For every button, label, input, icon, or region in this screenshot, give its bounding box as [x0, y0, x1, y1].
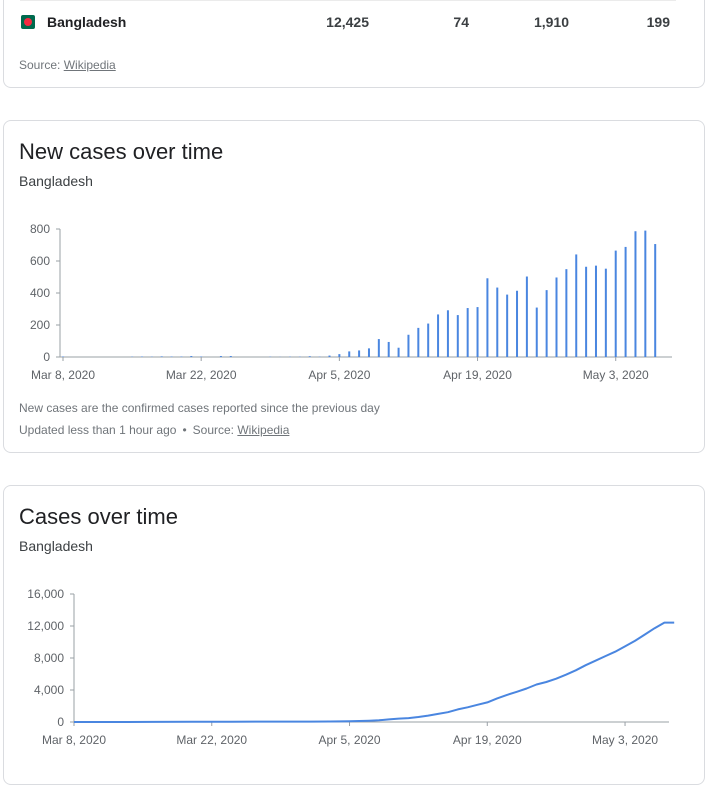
bar	[417, 328, 419, 357]
bar	[644, 231, 646, 357]
bar	[398, 348, 400, 357]
bar	[338, 354, 340, 357]
y-tick-label: 400	[30, 286, 50, 300]
bangladesh-flag-icon	[21, 15, 35, 29]
table-source: Source: Wikipedia	[19, 58, 116, 72]
bar	[161, 356, 163, 357]
recovered-value: 1,910	[489, 14, 569, 30]
bar	[526, 277, 528, 357]
new-cases-updated: Updated less than 1 hour ago • Source: Wik…	[19, 423, 289, 437]
y-tick-label: 800	[30, 222, 50, 236]
bar	[358, 350, 360, 357]
bar	[477, 307, 479, 357]
bar	[447, 310, 449, 357]
bar	[230, 356, 232, 357]
updated-text: Updated less than 1 hour ago	[19, 423, 176, 437]
bar	[368, 348, 370, 357]
x-tick-label: May 3, 2020	[592, 733, 658, 747]
bar	[565, 269, 567, 357]
bar	[467, 308, 469, 357]
bar	[516, 291, 518, 357]
bar	[378, 339, 380, 357]
bar	[634, 231, 636, 357]
cases-value: 12,425	[289, 14, 369, 30]
bar	[654, 244, 656, 357]
bar	[407, 335, 409, 357]
y-tick-label: 4,000	[34, 683, 64, 697]
bar	[546, 290, 548, 357]
x-tick-label: Mar 22, 2020	[166, 368, 237, 382]
bar	[625, 247, 627, 357]
bar	[506, 295, 508, 357]
bar	[457, 315, 459, 357]
bar	[437, 314, 439, 357]
bar	[427, 324, 429, 357]
total-cases-chart[interactable]: 0 4,000 8,000 12,000 16,000 Mar 8, 2020 Mar 22…	[4, 486, 704, 766]
source-prefix: Source:	[193, 423, 238, 437]
new-cases-chart[interactable]: 0 200 400 600 800 Mar 8, 2020 Mar 22, 2020 Apr …	[4, 121, 704, 401]
cases-per-million-value: 74	[389, 14, 469, 30]
bar	[556, 277, 558, 357]
y-tick-label: 12,000	[27, 619, 64, 633]
separator-dot: •	[182, 423, 186, 437]
flag-circle	[24, 18, 32, 26]
x-tick-label: Apr 19, 2020	[453, 733, 522, 747]
x-tick-label: Mar 8, 2020	[31, 368, 95, 382]
wikipedia-link[interactable]: Wikipedia	[237, 423, 289, 437]
bar	[486, 278, 488, 357]
deaths-value: 199	[590, 14, 670, 30]
cases-series-line	[74, 623, 674, 722]
y-tick-label: 0	[57, 715, 64, 729]
y-tick-label: 600	[30, 254, 50, 268]
country-name: Bangladesh	[47, 14, 126, 30]
x-tick-label: May 3, 2020	[583, 368, 649, 382]
bar	[190, 356, 192, 357]
bar	[605, 269, 607, 357]
bar	[585, 267, 587, 357]
y-tick-label: 0	[43, 350, 50, 364]
new-cases-note: New cases are the confirmed cases report…	[19, 401, 380, 415]
x-tick-label: Mar 22, 2020	[176, 733, 247, 747]
wikipedia-link[interactable]: Wikipedia	[64, 58, 116, 72]
bar	[309, 356, 311, 357]
y-tick-label: 8,000	[34, 651, 64, 665]
x-tick-label: Apr 5, 2020	[318, 733, 380, 747]
y-tick-label: 16,000	[27, 587, 64, 601]
table-divider	[20, 0, 676, 1]
source-prefix: Source:	[19, 58, 64, 72]
bar	[615, 251, 617, 357]
x-tick-label: Apr 19, 2020	[443, 368, 512, 382]
x-tick-label: Mar 8, 2020	[42, 733, 106, 747]
bar	[220, 356, 222, 357]
bar	[348, 351, 350, 357]
x-tick-label: Apr 5, 2020	[308, 368, 370, 382]
bar	[388, 342, 390, 357]
bar	[575, 254, 577, 357]
bar	[595, 266, 597, 357]
bar	[496, 288, 498, 357]
country-table-card: Bangladesh 12,425 74 1,910 199 Source: W…	[3, 0, 705, 88]
bar	[328, 356, 330, 357]
bar	[536, 308, 538, 357]
y-tick-label: 200	[30, 318, 50, 332]
